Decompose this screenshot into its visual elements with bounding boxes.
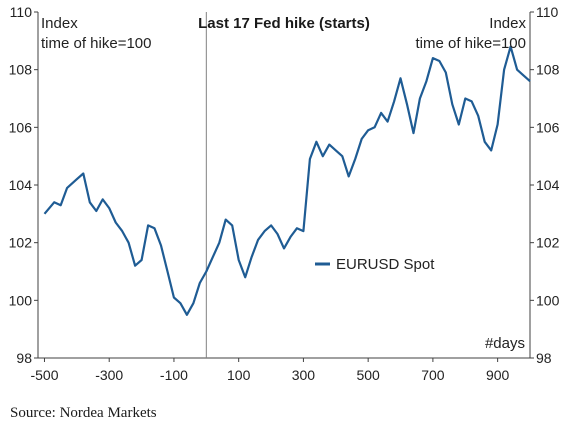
labels-layer: 98 98 100 100 102 102 104 104 106 106 108 108 110 110…	[9, 4, 560, 383]
left-y-tick-label: 110	[10, 4, 33, 20]
left-y-tick-label: 102	[9, 235, 33, 251]
legend-label: EURUSD Spot	[336, 256, 435, 273]
right-y-tick-label: 106	[536, 119, 560, 135]
x-tick-label: 700	[421, 367, 445, 383]
x-tick-label: 100	[227, 367, 251, 383]
left-y-tick-label: 98	[16, 350, 32, 366]
left-y-tick-label: 106	[9, 119, 33, 135]
x-tick-label: -300	[95, 367, 123, 383]
eurusd-series-line	[43, 45, 531, 316]
axes	[34, 11, 534, 362]
x-tick-label: 900	[486, 367, 510, 383]
x-tick-label: 300	[292, 367, 316, 383]
right-y-tick-label: 108	[536, 62, 560, 78]
right-axis-label-line: Index	[489, 15, 526, 32]
right-y-tick-label: 100	[536, 292, 560, 308]
x-tick-label: -100	[160, 367, 188, 383]
x-tick-label: 500	[356, 367, 380, 383]
left-y-tick-label: 100	[9, 292, 33, 308]
x-tick-label: -500	[30, 367, 58, 383]
x-axis-note: #days	[485, 335, 525, 352]
source-note: Source: Nordea Markets	[10, 405, 157, 421]
right-y-tick-label: 102	[536, 235, 560, 251]
left-axis-label-line: Index	[41, 15, 78, 32]
left-y-tick-label: 104	[9, 177, 33, 193]
left-y-tick-label: 108	[9, 62, 33, 78]
series-layer	[43, 45, 531, 316]
right-axis-label-line: time of hike=100	[416, 35, 527, 52]
right-y-tick-label: 110	[536, 4, 559, 20]
left-axis-label-line: time of hike=100	[41, 35, 152, 52]
chart-title: Last 17 Fed hike (starts)	[198, 15, 370, 32]
chart: 98 98 100 100 102 102 104 104 106 106 108 108 110 110…	[9, 4, 560, 383]
right-y-tick-label: 104	[536, 177, 560, 193]
right-y-tick-label: 98	[536, 350, 552, 366]
